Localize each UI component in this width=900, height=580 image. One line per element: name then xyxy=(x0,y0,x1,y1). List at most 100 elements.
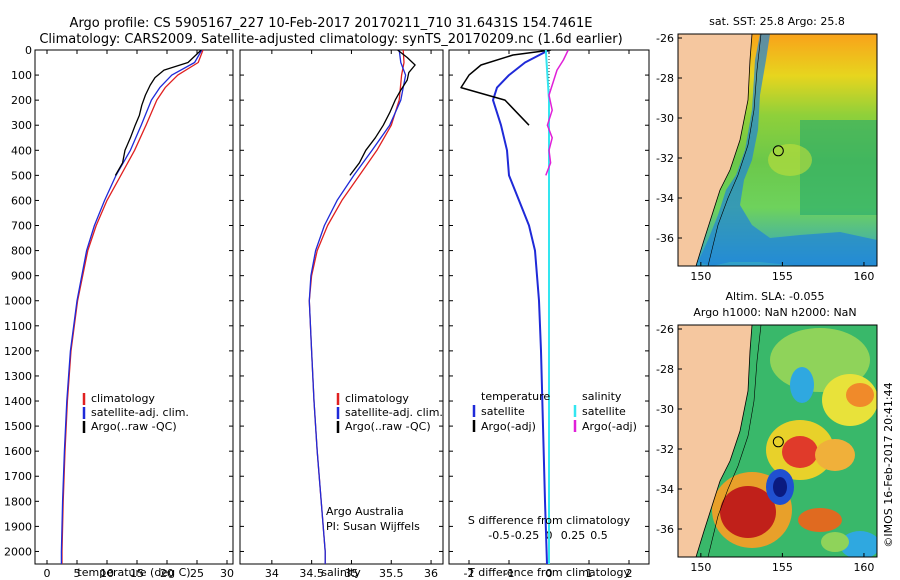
x-tick-label: -2 xyxy=(464,567,475,580)
y-tick-label: 400 xyxy=(11,144,32,157)
legend-salinity-header: salinity xyxy=(582,390,622,403)
y-tick-label: 800 xyxy=(11,245,32,258)
map-y-tick-label: -32 xyxy=(656,152,674,165)
salinity-axes: 34 34.5 35 35.5 36 xyxy=(240,49,443,580)
sla-blob xyxy=(815,439,855,471)
y-tick-label: 500 xyxy=(11,169,32,182)
institution-line-2: PI: Susan Wijffels xyxy=(326,520,420,533)
x-tick-label: 2 xyxy=(626,567,633,580)
sla-blob xyxy=(773,477,787,497)
series-line xyxy=(308,50,405,564)
y-tick-label: 300 xyxy=(11,119,32,132)
sla-blob xyxy=(720,486,776,538)
sla-blob xyxy=(782,436,818,468)
x-tick-label: 36 xyxy=(424,567,438,580)
y-tick-label: 1100 xyxy=(4,320,32,333)
temperature-legend: climatology satellite-adj. clim. Argo(..… xyxy=(82,392,189,433)
temperature-axes: 0100200300400500600700800900100011001200… xyxy=(4,44,234,580)
x-tick-label: 0 xyxy=(44,567,51,580)
sst-argo-position-marker xyxy=(772,145,784,157)
series-line xyxy=(349,50,416,176)
series-line xyxy=(114,50,202,176)
series-line xyxy=(460,50,552,126)
series-line xyxy=(545,50,569,176)
sst-map xyxy=(678,34,877,266)
institution-line-1: Argo Australia xyxy=(326,505,404,518)
top-tick-label: 0.5 xyxy=(590,529,608,542)
x-tick-label: 1 xyxy=(586,567,593,580)
y-tick-label: 100 xyxy=(11,69,32,82)
map-x-tick-label: 150 xyxy=(690,270,711,283)
series-line xyxy=(61,50,204,564)
x-tick-label: 20 xyxy=(160,567,174,580)
top-tick-label: -0.5 xyxy=(488,529,509,542)
y-tick-label: 1500 xyxy=(4,420,32,433)
sla-map-title-1: Altim. SLA: -0.055 xyxy=(725,290,824,303)
x-tick-label: 15 xyxy=(130,567,144,580)
sst-map-title: sat. SST: 25.8 Argo: 25.8 xyxy=(709,15,845,28)
sst-land xyxy=(678,34,752,266)
salinity-panel-frame xyxy=(239,49,444,565)
x-tick-label: 34.5 xyxy=(299,567,324,580)
series-line xyxy=(492,50,550,564)
x-tick-label: 35 xyxy=(344,567,358,580)
temperature-panel-frame xyxy=(34,49,234,565)
sst-warm-patch xyxy=(768,144,812,176)
salinity-series xyxy=(308,50,416,564)
y-tick-label: 700 xyxy=(11,220,32,233)
x-tick-label: 5 xyxy=(74,567,81,580)
legend-temperature-header: temperature xyxy=(481,390,550,403)
series-line xyxy=(60,50,203,564)
sst-coastline xyxy=(695,34,753,266)
map-y-tick-label: -36 xyxy=(656,523,674,536)
title-line-1: Argo profile: CS 5905167_227 10-Feb-2017… xyxy=(70,16,593,31)
salinity-xlabel: salinity xyxy=(321,566,361,579)
legend-argo: Argo(..raw -QC) xyxy=(345,420,431,433)
series-line xyxy=(308,50,407,564)
y-tick-label: 900 xyxy=(11,270,32,283)
sla-blob xyxy=(790,367,814,403)
y-tick-label: 1400 xyxy=(4,395,32,408)
difference-axes: -2 -1 0 1 2-0.5 -0.25 0 0.25 0.5 xyxy=(449,49,649,580)
x-tick-label: -1 xyxy=(504,567,515,580)
y-tick-label: 1200 xyxy=(4,345,32,358)
map-y-tick-label: -28 xyxy=(656,363,674,376)
y-tick-label: 600 xyxy=(11,194,32,207)
x-tick-label: 25 xyxy=(190,567,204,580)
map-y-tick-label: -34 xyxy=(656,483,674,496)
y-tick-label: 1900 xyxy=(4,520,32,533)
sla-argo-position-marker xyxy=(772,436,784,448)
legend-sal-argo: Argo(-adj) xyxy=(582,420,637,433)
map-y-tick-label: -26 xyxy=(656,323,674,336)
imos-stamp: ©IMOS 16-Feb-2017 20:41:44 xyxy=(882,382,895,547)
map-y-tick-label: -30 xyxy=(656,112,674,125)
y-tick-label: 200 xyxy=(11,94,32,107)
y-tick-label: 1800 xyxy=(4,495,32,508)
legend-argo: Argo(..raw -QC) xyxy=(91,420,177,433)
sla-map-frame xyxy=(677,324,878,558)
map-y-tick-label: -36 xyxy=(656,232,674,245)
map-y-tick-label: -32 xyxy=(656,443,674,456)
salinity-legend: climatology satellite-adj. clim. Argo(..… xyxy=(336,392,443,433)
difference-series xyxy=(460,50,569,564)
sla-map-axes: 150 155 160 -26 -28 -30 -32 -34 -36 xyxy=(656,323,874,574)
legend-satellite: satellite-adj. clim. xyxy=(91,406,189,419)
y-tick-label: 1700 xyxy=(4,470,32,483)
sst-shelf-contour xyxy=(707,34,762,266)
sla-blob xyxy=(846,383,874,407)
top-tick-label: 0.25 xyxy=(561,529,586,542)
legend-temp-argo: Argo(-adj) xyxy=(481,420,536,433)
sla-map-title-2: Argo h1000: NaN h2000: NaN xyxy=(693,306,856,319)
map-y-tick-label: -28 xyxy=(656,72,674,85)
sst-coastal-cool-band xyxy=(698,34,877,266)
sst-map-axes: 150 155 160 -26 -28 -30 -32 -34 -36 xyxy=(656,32,874,283)
y-tick-label: 1300 xyxy=(4,370,32,383)
sla-shelf-contour xyxy=(707,325,762,557)
sla-blob xyxy=(821,532,849,552)
x-tick-label: 30 xyxy=(220,567,234,580)
y-tick-label: 2000 xyxy=(4,545,32,558)
legend-sal-satellite: satellite xyxy=(582,405,626,418)
top-tick-label: -0.25 xyxy=(511,529,539,542)
y-tick-label: 1600 xyxy=(4,445,32,458)
